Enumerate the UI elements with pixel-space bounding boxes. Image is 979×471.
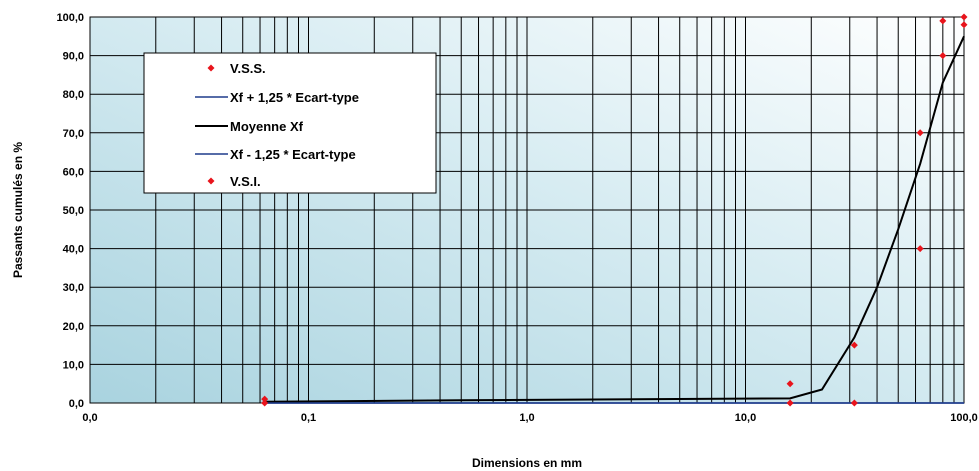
data-point-0 bbox=[960, 13, 968, 21]
data-point-4 bbox=[960, 21, 968, 29]
data-point-0 bbox=[850, 341, 858, 349]
x-tick-label: 1,0 bbox=[519, 412, 534, 424]
legend-label: Xf + 1,25 * Ecart-type bbox=[230, 90, 359, 105]
y-tick-label: 50,0 bbox=[63, 205, 84, 217]
data-point-0 bbox=[939, 17, 947, 25]
y-tick-label: 40,0 bbox=[63, 244, 84, 256]
y-tick-label: 90,0 bbox=[63, 51, 84, 63]
data-point-0 bbox=[916, 129, 924, 137]
y-tick-label: 10,0 bbox=[63, 359, 84, 371]
series-markers bbox=[261, 13, 968, 407]
legend-label: V.S.I. bbox=[230, 174, 261, 189]
y-tick-label: 20,0 bbox=[63, 321, 84, 333]
series-line-2 bbox=[264, 35, 965, 403]
y-axis-title: Passants cumulés en % bbox=[11, 142, 25, 278]
legend-swatch bbox=[207, 64, 215, 72]
y-tick-label: 100,0 bbox=[56, 12, 84, 24]
data-point-4 bbox=[261, 399, 269, 407]
y-tick-label: 0,0 bbox=[69, 398, 84, 410]
y-tick-label: 70,0 bbox=[63, 128, 84, 140]
x-tick-label: 0,0 bbox=[82, 412, 97, 424]
legend-label: Xf - 1,25 * Ecart-type bbox=[230, 147, 356, 162]
data-point-0 bbox=[939, 52, 947, 60]
data-point-0 bbox=[261, 395, 269, 403]
legend-box bbox=[143, 52, 437, 194]
data-point-4 bbox=[850, 399, 858, 407]
x-tick-label: 0,1 bbox=[301, 412, 316, 424]
data-point-0 bbox=[786, 380, 794, 388]
legend-label: Moyenne Xf bbox=[230, 119, 304, 134]
legend: V.S.S. Xf + 1,25 * Ecart-type Moyenne Xf Xf… bbox=[143, 52, 437, 194]
series-lines bbox=[264, 35, 965, 404]
y-tick-label: 60,0 bbox=[63, 166, 84, 178]
x-tick-labels: 0,0 0,1 1,0 10,0 100,0 bbox=[82, 412, 977, 424]
y-tick-label: 30,0 bbox=[63, 282, 84, 294]
x-tick-label: 10,0 bbox=[735, 412, 756, 424]
data-point-4 bbox=[916, 245, 924, 253]
y-tick-labels: 0,0 10,0 20,0 30,0 40,0 50,0 60,0 70,0 80,0 90,0 1… bbox=[56, 12, 84, 410]
data-point-4 bbox=[786, 399, 794, 407]
x-tick-label: 100,0 bbox=[950, 412, 978, 424]
x-axis-title: Dimensions en mm bbox=[472, 456, 582, 470]
legend-swatch bbox=[207, 177, 215, 185]
legend-label: V.S.S. bbox=[230, 61, 266, 76]
y-tick-label: 80,0 bbox=[63, 89, 84, 101]
